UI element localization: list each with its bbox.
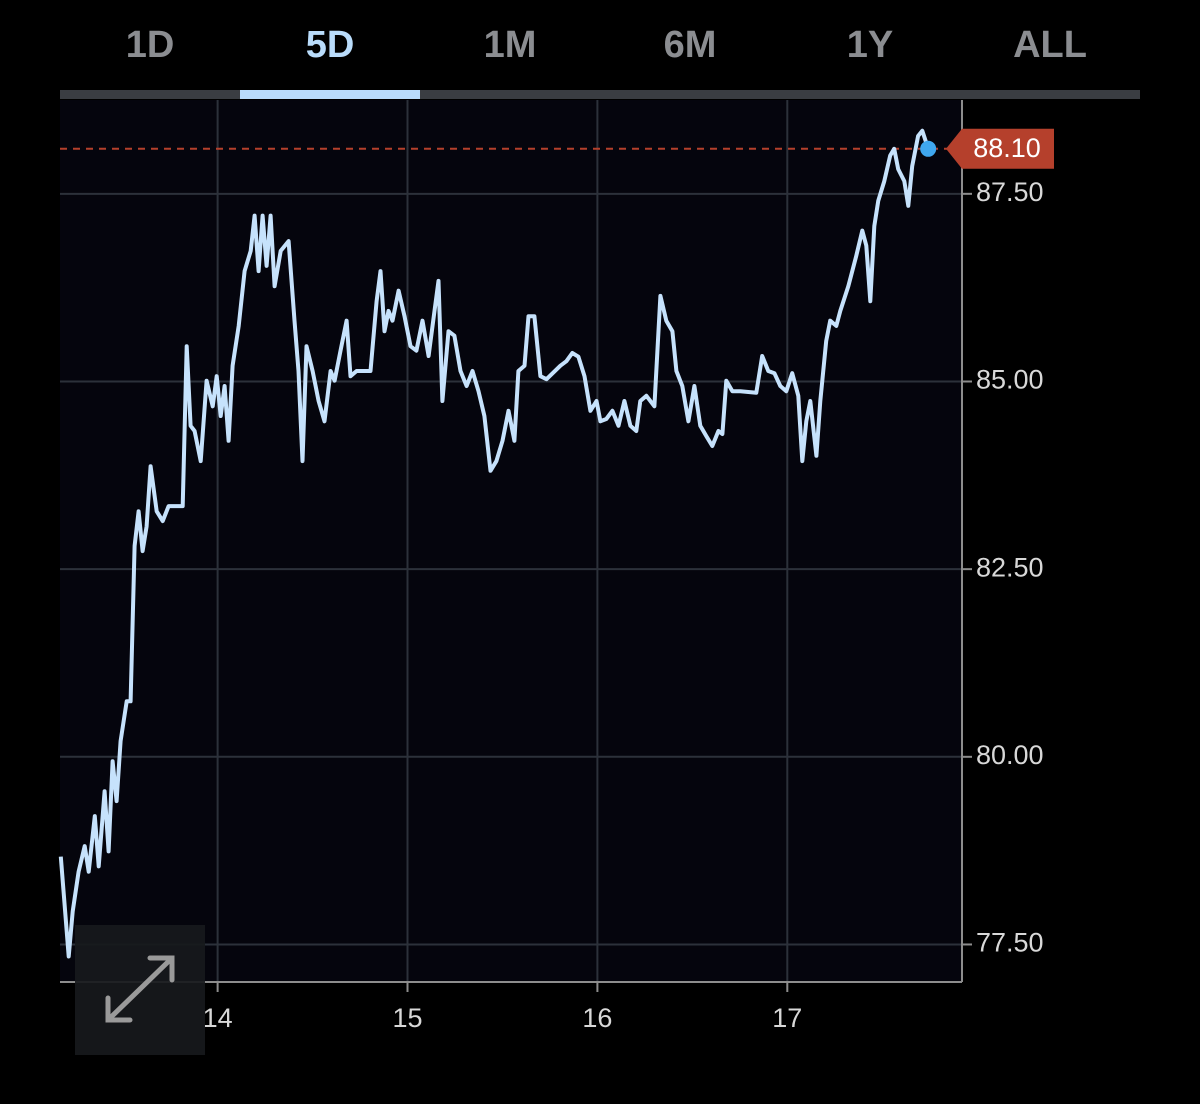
tab-indicator — [240, 90, 420, 99]
tab[interactable]: 6M — [664, 24, 717, 66]
x-tick-label: 16 — [582, 1003, 612, 1033]
tab-track — [60, 90, 1140, 99]
expand-button[interactable] — [75, 925, 205, 1055]
x-tick-label: 17 — [772, 1003, 802, 1033]
tab[interactable]: ALL — [1013, 24, 1087, 66]
plot: 88.10 — [58, 128, 1054, 959]
tab[interactable]: 5D — [306, 24, 355, 66]
y-tick-label: 77.50 — [976, 928, 1044, 958]
x-tick-label: 14 — [203, 1003, 233, 1033]
x-tick-label: 15 — [392, 1003, 422, 1033]
y-tick-label: 85.00 — [976, 365, 1044, 395]
tab[interactable]: 1M — [484, 24, 537, 66]
last-point — [920, 140, 937, 157]
last-price-label: 88.10 — [973, 133, 1041, 163]
last-price-badge — [946, 128, 1054, 169]
price-line — [58, 128, 931, 959]
range-tabs: 1D 5D 1M 6M 1Y ALL — [60, 24, 1140, 99]
tab[interactable]: 1Y — [847, 24, 893, 66]
y-tick-label: 87.50 — [976, 177, 1044, 207]
y-tick-label: 80.00 — [976, 740, 1044, 770]
grid: 77.50 80.00 82.50 85.00 87.50 14 15 16 17 — [60, 100, 1044, 1033]
y-tick-label: 82.50 — [976, 552, 1044, 582]
tab[interactable]: 1D — [126, 24, 175, 66]
expand-icon — [105, 955, 175, 1023]
plot-area — [60, 100, 962, 982]
